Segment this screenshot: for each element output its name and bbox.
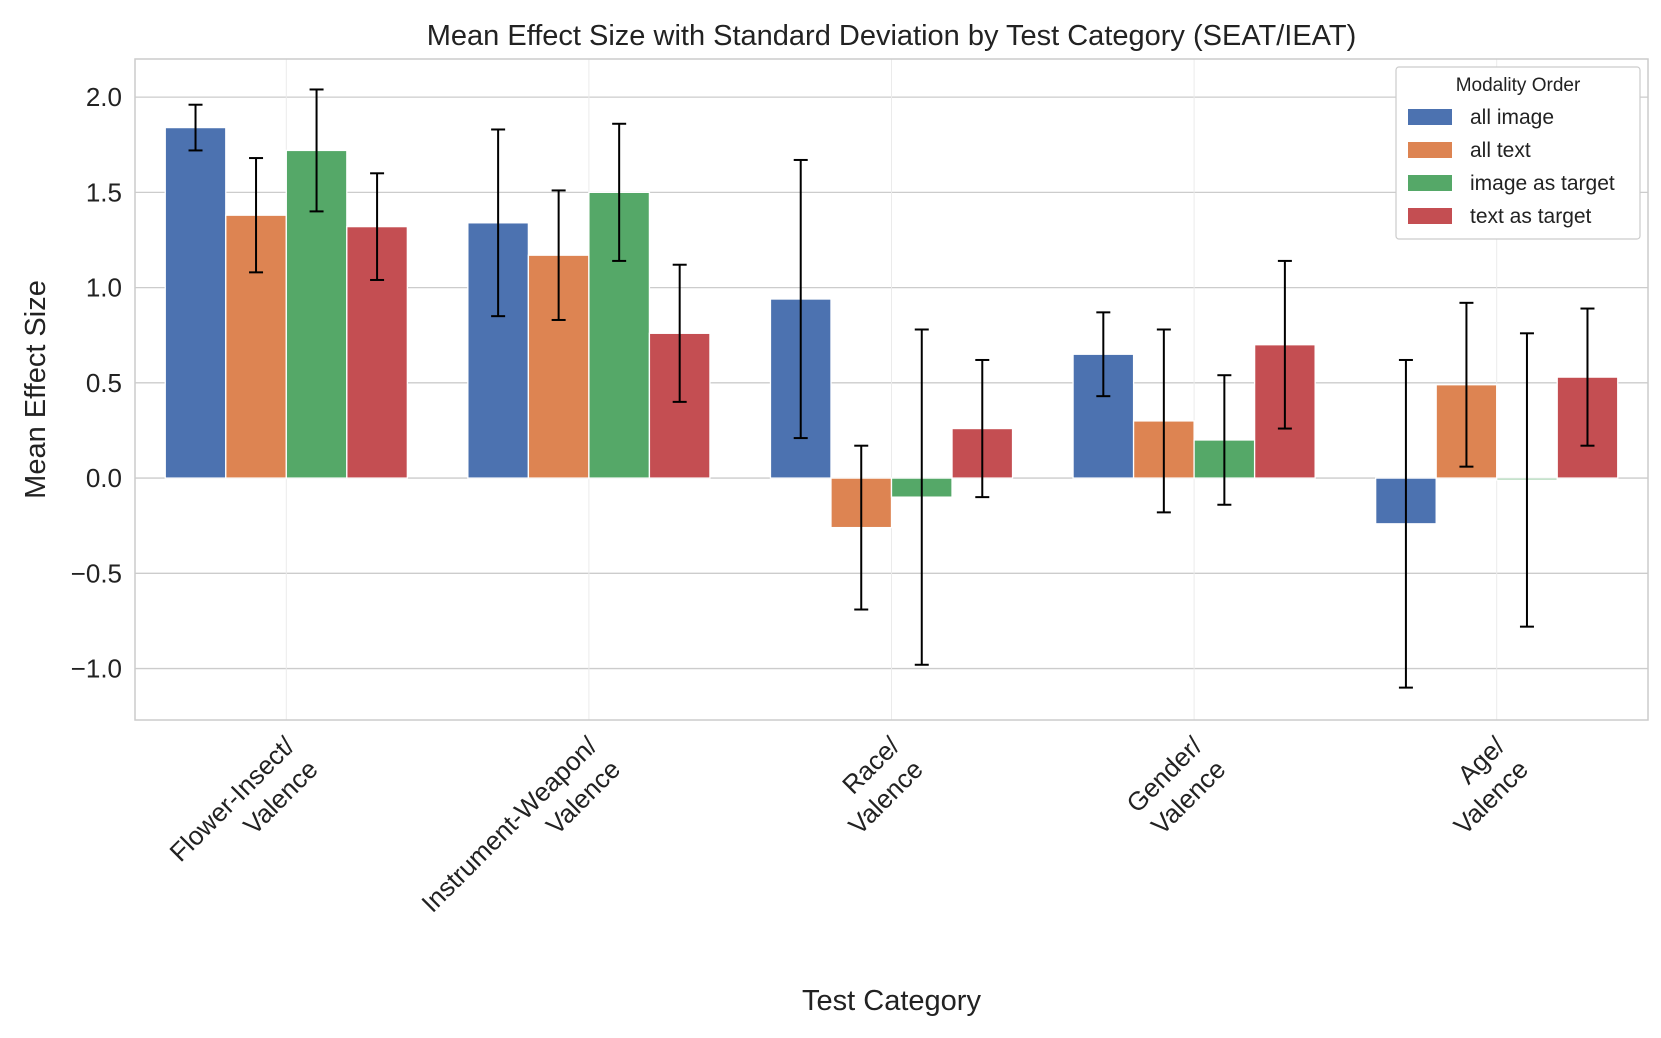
legend-swatch <box>1408 142 1452 158</box>
x-tick-label: Flower-Insect/Valence <box>164 730 324 867</box>
y-tick-label: 2.0 <box>86 82 122 112</box>
y-axis-ticks: −1.0 −0.5 0.0 0.5 1.0 1.5 2.0 <box>71 82 122 683</box>
legend-label: all image <box>1470 106 1554 129</box>
error-bars <box>188 88 1595 689</box>
y-axis-label: Mean Effect Size <box>20 280 52 499</box>
bar-all-image <box>164 126 227 479</box>
legend-swatch <box>1408 175 1452 191</box>
y-tick-label: 0.0 <box>86 463 122 493</box>
legend-label: image as target <box>1470 172 1615 195</box>
legend-items: all image all text image as target text as … <box>1408 106 1615 228</box>
legend: Modality Order all image all text image as… <box>1395 66 1641 240</box>
x-axis-ticks: Flower-Insect/Valence Instrument-Weapon/V… <box>164 730 1534 918</box>
y-tick-label: −1.0 <box>71 654 122 684</box>
x-tick-label: Age/Valence <box>1448 730 1534 840</box>
legend-swatch <box>1408 109 1452 125</box>
legend-title: Modality Order <box>1456 75 1581 96</box>
y-tick-label: −0.5 <box>71 558 122 588</box>
x-tick-label: Instrument-Weapon/Valence <box>415 730 626 918</box>
x-tick-label: Gender/Valence <box>1120 730 1231 840</box>
y-tick-label: 1.0 <box>86 273 122 303</box>
x-axis-label: Test Category <box>802 985 981 1017</box>
chart-title: Mean Effect Size with Standard Deviation… <box>427 20 1357 52</box>
legend-swatch <box>1408 208 1452 224</box>
y-tick-label: 1.5 <box>86 177 122 207</box>
legend-label: text as target <box>1470 205 1592 228</box>
x-tick-label: Race/Valence <box>836 730 929 840</box>
legend-box <box>1395 66 1641 240</box>
plot-frame <box>134 58 1649 721</box>
y-tick-label: 0.5 <box>86 368 122 398</box>
legend-label: all text <box>1470 139 1531 162</box>
